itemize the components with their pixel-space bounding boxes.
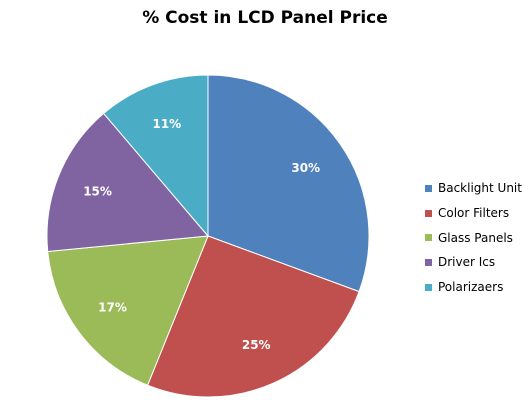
pie-slice-glass-panels bbox=[47, 235, 209, 386]
legend-swatch-driver-ics bbox=[425, 258, 432, 266]
pie-slices bbox=[46, 74, 370, 398]
legend-label-color-filters: Color Filters bbox=[438, 206, 510, 221]
pie-slice-backlight-unit bbox=[207, 74, 370, 293]
chart-legend: Backlight Unit Color Filters Glass Panels D… bbox=[425, 176, 522, 299]
legend-item-driver-ics: Driver Ics bbox=[425, 250, 522, 275]
data-label-driver-ics: 15% bbox=[83, 184, 112, 198]
pie-slice-polarizaers bbox=[102, 74, 209, 238]
data-label-color-filters: 25% bbox=[242, 338, 271, 352]
data-label-polarizaers: 11% bbox=[152, 117, 181, 131]
legend-label-driver-ics: Driver Ics bbox=[438, 255, 496, 270]
chart-title: % Cost in LCD Panel Price bbox=[142, 8, 388, 28]
legend-item-glass-panels: Glass Panels bbox=[425, 225, 522, 250]
legend-swatch-glass-panels bbox=[425, 234, 432, 242]
legend-swatch-polarizaers bbox=[425, 283, 432, 291]
legend-label-backlight-unit: Backlight Unit bbox=[438, 181, 522, 196]
data-label-backlight-unit: 30% bbox=[291, 161, 320, 175]
data-label-glass-panels: 17% bbox=[98, 300, 127, 314]
pie-data-labels: 30% 25% 17% 15% 11% bbox=[83, 117, 320, 352]
legend-label-polarizaers: Polarizaers bbox=[438, 280, 504, 295]
legend-item-color-filters: Color Filters bbox=[425, 201, 522, 226]
legend-swatch-color-filters bbox=[425, 209, 432, 217]
pie-slice-color-filters bbox=[146, 235, 360, 398]
legend-item-polarizaers: Polarizaers bbox=[425, 275, 522, 300]
legend-item-backlight-unit: Backlight Unit bbox=[425, 176, 522, 201]
pie-slice-driver-ics bbox=[46, 112, 210, 253]
legend-label-glass-panels: Glass Panels bbox=[438, 230, 513, 245]
legend-swatch-backlight-unit bbox=[425, 184, 432, 192]
